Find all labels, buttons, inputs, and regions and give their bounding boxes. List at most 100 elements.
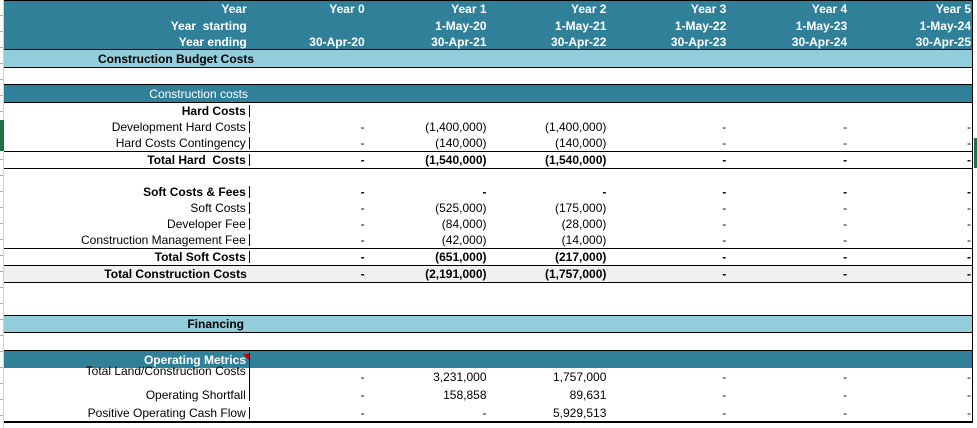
value-cell[interactable]: -: [967, 267, 971, 281]
date-cell[interactable]: 30-Apr-21: [431, 35, 487, 49]
blank-row[interactable]: [4, 299, 972, 315]
value-cell[interactable]: -: [843, 217, 848, 231]
value-cell[interactable]: (140,000): [555, 136, 607, 150]
value-cell[interactable]: -: [967, 405, 971, 420]
value-cell[interactable]: (1,400,000): [544, 120, 607, 134]
value-cell[interactable]: -: [967, 233, 971, 247]
value-cell[interactable]: (525,000): [435, 201, 487, 215]
value-cell[interactable]: -: [722, 120, 727, 134]
value-cell[interactable]: -: [360, 370, 365, 384]
value-cell[interactable]: -: [967, 201, 971, 215]
value-cell[interactable]: -: [360, 153, 365, 167]
date-cell[interactable]: 1-May-20: [435, 18, 487, 33]
header-row-label[interactable]: Year: [221, 2, 247, 16]
value-cell[interactable]: -: [843, 120, 848, 134]
value-cell[interactable]: -: [722, 233, 727, 247]
row-label[interactable]: Positive Operating Cash Flow: [4, 406, 250, 419]
value-cell[interactable]: (140,000): [435, 136, 487, 150]
value-cell[interactable]: 3,231,000: [433, 370, 487, 384]
row-label[interactable]: Total Soft Costs: [4, 251, 250, 263]
value-cell[interactable]: -: [843, 185, 848, 199]
value-cell[interactable]: -: [360, 217, 365, 231]
value-cell[interactable]: 158,858: [443, 388, 487, 402]
row-label[interactable]: Total Hard Costs: [4, 154, 250, 166]
value-cell[interactable]: -: [482, 405, 487, 420]
value-cell[interactable]: -: [722, 136, 727, 150]
value-cell[interactable]: -: [482, 185, 487, 199]
year-col-header[interactable]: Year 1: [451, 2, 487, 16]
year-col-header[interactable]: Year 4: [811, 2, 848, 16]
row-label[interactable]: Operating Shortfall: [4, 389, 250, 401]
value-cell[interactable]: -: [967, 153, 971, 167]
value-cell[interactable]: -: [843, 267, 848, 281]
value-cell[interactable]: -: [722, 201, 727, 215]
value-cell[interactable]: -: [722, 388, 727, 402]
date-cell[interactable]: 30-Apr-25: [915, 35, 971, 49]
blank-row[interactable]: [4, 283, 972, 299]
value-cell[interactable]: -: [843, 405, 848, 420]
value-cell[interactable]: -: [722, 185, 727, 199]
value-cell[interactable]: -: [843, 233, 848, 247]
value-cell[interactable]: -: [360, 388, 365, 402]
value-cell[interactable]: (2,191,000): [425, 267, 487, 281]
row-label[interactable]: Total Land/Construction Costs: [4, 353, 250, 401]
value-cell[interactable]: -: [360, 136, 365, 150]
band-financing[interactable]: Financing: [4, 315, 972, 333]
year-col-header[interactable]: Year 3: [690, 2, 727, 16]
value-cell[interactable]: 89,631: [569, 388, 607, 402]
date-cell[interactable]: 1-May-22: [674, 18, 727, 33]
header-row-label[interactable]: Year starting: [170, 18, 247, 33]
value-cell[interactable]: -: [843, 136, 848, 150]
band-construction-costs[interactable]: Construction costs: [4, 84, 972, 103]
value-cell[interactable]: -: [360, 267, 365, 281]
value-cell[interactable]: -: [722, 405, 727, 420]
date-cell[interactable]: 30-Apr-20: [309, 35, 365, 49]
value-cell[interactable]: -: [967, 250, 971, 264]
value-cell[interactable]: (1,400,000): [425, 120, 487, 134]
row-label[interactable]: Soft Costs & Fees: [4, 186, 250, 198]
value-cell[interactable]: (28,000): [561, 217, 607, 231]
value-cell[interactable]: -: [967, 185, 971, 199]
value-cell[interactable]: -: [722, 267, 727, 281]
value-cell[interactable]: (84,000): [441, 217, 487, 231]
value-cell[interactable]: -: [360, 233, 365, 247]
value-cell[interactable]: (1,540,000): [425, 153, 487, 167]
value-cell[interactable]: -: [843, 388, 848, 402]
value-cell[interactable]: -: [360, 405, 365, 420]
value-cell[interactable]: -: [360, 120, 365, 134]
value-cell[interactable]: -: [967, 217, 971, 231]
value-cell[interactable]: -: [843, 370, 848, 384]
blank-row[interactable]: [4, 333, 972, 350]
value-cell[interactable]: (14,000): [561, 233, 607, 247]
value-cell[interactable]: (175,000): [555, 201, 607, 215]
header-row-label[interactable]: Year ending: [178, 35, 247, 49]
date-cell[interactable]: 1-May-23: [795, 18, 848, 33]
value-cell[interactable]: (651,000): [435, 250, 487, 264]
value-cell[interactable]: -: [722, 153, 727, 167]
value-cell[interactable]: 5,929,513: [552, 405, 607, 420]
value-cell[interactable]: 1,757,000: [552, 370, 607, 384]
date-cell[interactable]: 1-May-21: [555, 18, 607, 33]
row-label[interactable]: Hard Costs Contingency: [4, 137, 250, 149]
value-cell[interactable]: -: [602, 185, 607, 199]
value-cell[interactable]: -: [967, 370, 971, 384]
value-cell[interactable]: -: [722, 217, 727, 231]
row-label[interactable]: Hard Costs: [4, 105, 250, 117]
date-cell[interactable]: 30-Apr-22: [551, 35, 607, 49]
value-cell[interactable]: -: [967, 388, 971, 402]
value-cell[interactable]: -: [360, 185, 365, 199]
row-label[interactable]: Soft Costs: [4, 202, 250, 214]
date-cell[interactable]: 30-Apr-24: [791, 35, 848, 49]
blank-row[interactable]: [4, 169, 972, 184]
value-cell[interactable]: -: [360, 250, 365, 264]
value-cell[interactable]: -: [360, 201, 365, 215]
row-label[interactable]: Construction Management Fee: [4, 234, 250, 246]
blank-row[interactable]: [4, 68, 972, 84]
value-cell[interactable]: (1,540,000): [544, 153, 607, 167]
row-label[interactable]: Developer Fee: [4, 218, 250, 230]
value-cell[interactable]: (217,000): [555, 250, 607, 264]
date-cell[interactable]: 1-May-24: [919, 18, 971, 33]
year-col-header[interactable]: Year 2: [571, 2, 607, 16]
band-construction-budget-costs[interactable]: Construction Budget Costs: [4, 50, 972, 68]
value-cell[interactable]: -: [843, 250, 848, 264]
